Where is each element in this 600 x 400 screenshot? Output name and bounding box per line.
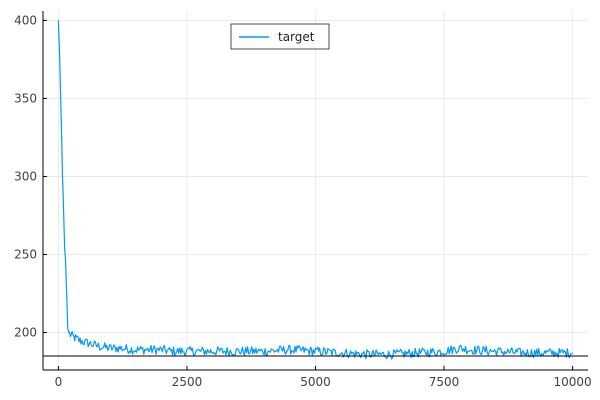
y-tick-label: 300 bbox=[14, 169, 37, 183]
x-tick-label: 2500 bbox=[172, 375, 203, 389]
x-tick-label: 5000 bbox=[300, 375, 331, 389]
y-tick-label: 200 bbox=[14, 326, 37, 340]
x-tick-label: 7500 bbox=[429, 375, 460, 389]
legend: target bbox=[230, 23, 330, 50]
series-line-target bbox=[57, 20, 574, 360]
legend-label-target: target bbox=[278, 30, 315, 44]
x-tick-label: 0 bbox=[55, 375, 63, 389]
y-tick-label: 250 bbox=[14, 247, 37, 261]
x-tick-label: 10000 bbox=[553, 375, 591, 389]
tick-labels: 0 2500 5000 7500 10000 200 250 300 350 400 bbox=[14, 13, 592, 389]
series-layer bbox=[43, 20, 588, 360]
y-tick-label: 350 bbox=[14, 91, 37, 105]
y-tick-label: 400 bbox=[14, 13, 37, 27]
grid-lines bbox=[43, 11, 588, 370]
